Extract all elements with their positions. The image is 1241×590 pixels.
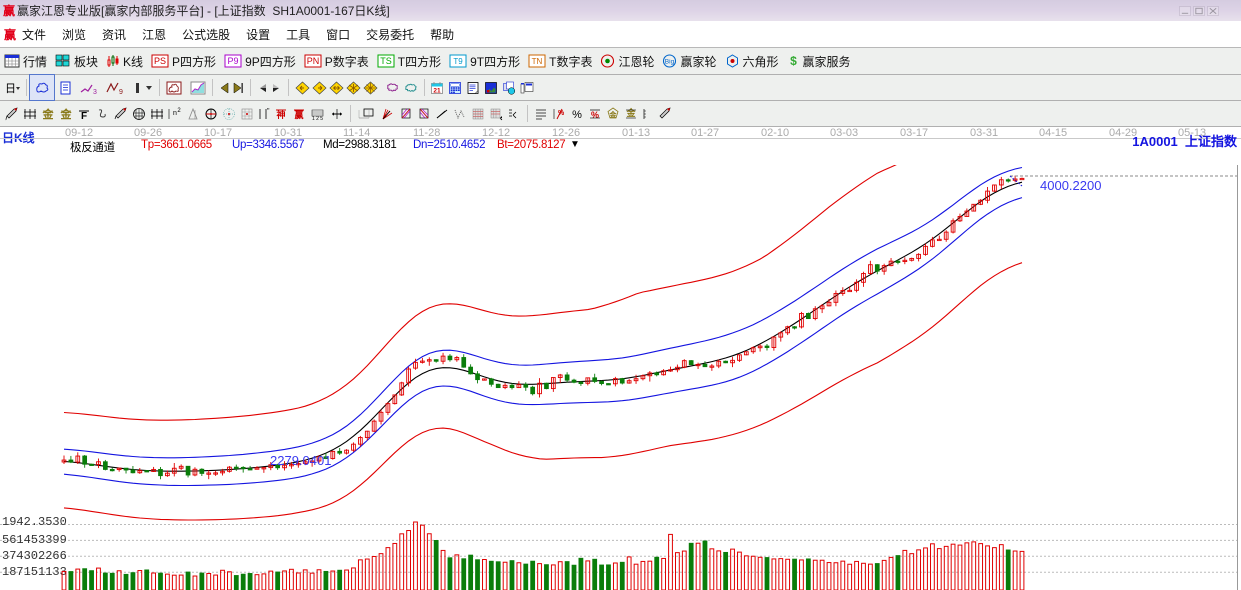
svg-text:561453399: 561453399 bbox=[2, 533, 67, 547]
svg-text:187151133: 187151133 bbox=[2, 565, 67, 579]
svg-text:4000.2200: 4000.2200 bbox=[1040, 178, 1101, 193]
svg-text:2279.0401: 2279.0401 bbox=[270, 453, 331, 468]
svg-text:1A0001 上证指数: 1A0001 上证指数 bbox=[1132, 134, 1238, 149]
svg-text:374302266: 374302266 bbox=[2, 549, 67, 563]
svg-text:1942.3530: 1942.3530 bbox=[2, 515, 67, 529]
